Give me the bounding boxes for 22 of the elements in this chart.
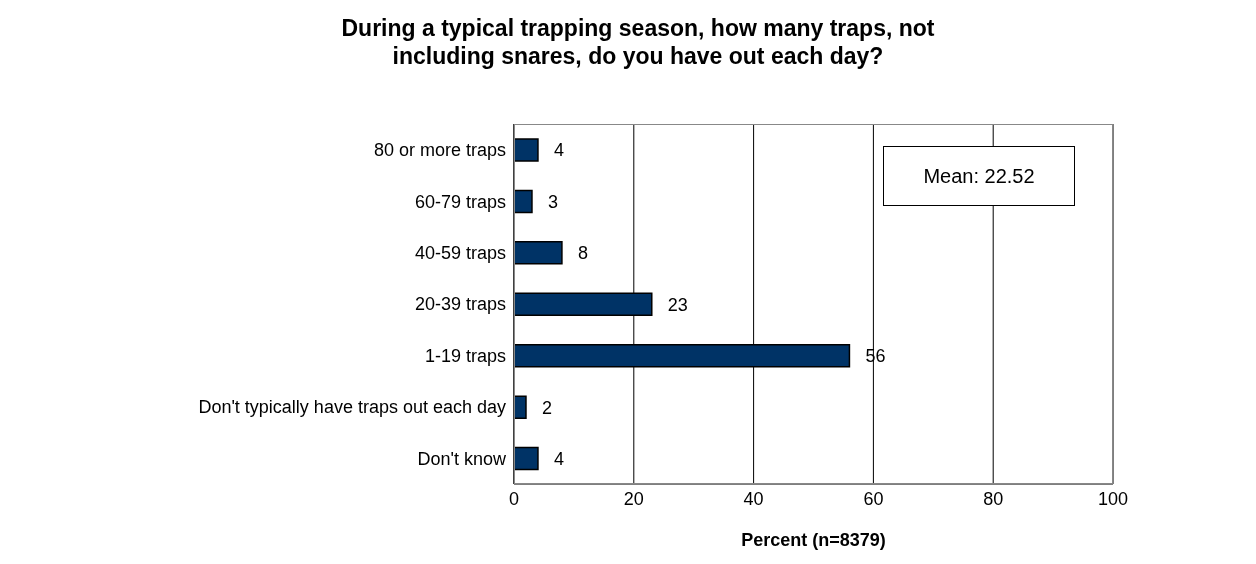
x-tick-label: 80 (983, 488, 1004, 509)
x-tick-label: 20 (623, 488, 644, 509)
text-box: Mean: 22.52 (883, 146, 1075, 206)
x-tick-label: 60 (863, 488, 884, 509)
y-tick-label: 20-39 traps (414, 294, 506, 315)
y-tick-label: Don't typically have traps out each day (198, 397, 506, 418)
data-label: 4 (553, 140, 564, 161)
chart-title: During a typical trapping season, how many traps, not including snares, do you have out each day? (340, 14, 936, 70)
y-tick-label: Don't know (417, 448, 507, 469)
y-tick-label: 60-79 traps (414, 191, 506, 212)
data-label: 2 (541, 397, 552, 418)
data-label: 23 (667, 294, 688, 315)
data-label: 4 (553, 448, 564, 469)
data-label: 8 (577, 243, 588, 264)
y-tick-label: 1-19 traps (424, 345, 506, 366)
x-axis-title: Percent (n=8379) (741, 530, 886, 550)
data-label: 3 (547, 191, 558, 212)
x-tick-label: 40 (743, 488, 764, 509)
x-tick-label: 0 (508, 488, 520, 509)
y-tick-label: 40-59 traps (414, 242, 506, 263)
y-tick-label: 80 or more traps (373, 140, 506, 161)
x-tick-label: 100 (1097, 488, 1129, 509)
